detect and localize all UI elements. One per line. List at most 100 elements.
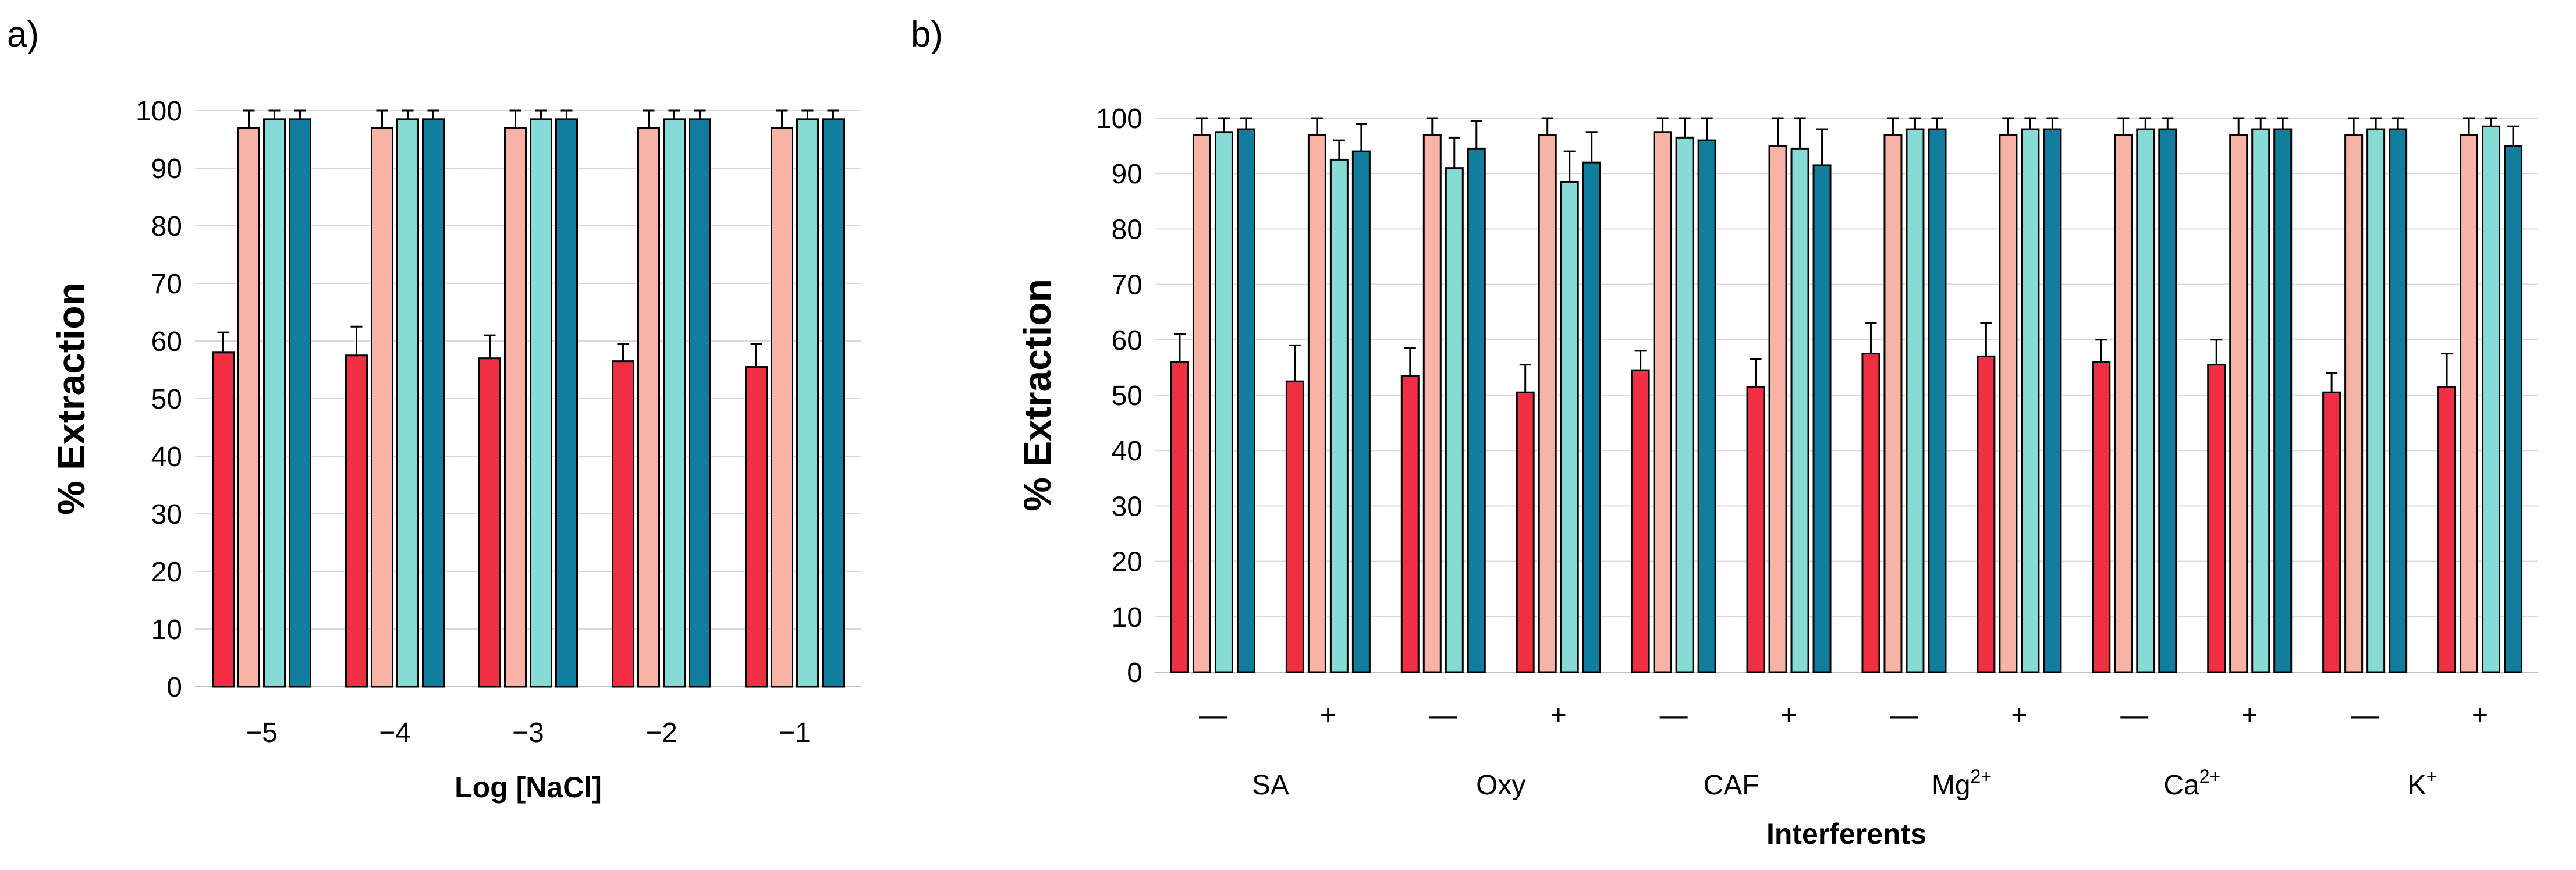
bar (771, 127, 793, 688)
bar (1307, 134, 1326, 673)
x-axis-title: Interferents (1766, 818, 1926, 850)
bar (2366, 128, 2386, 673)
x-axis-title: Log [NaCl] (455, 771, 602, 804)
x-tick-label: −5 (246, 718, 278, 748)
y-tick-label: 60 (1112, 325, 1142, 356)
bar (796, 118, 819, 688)
y-tick-label: 10 (151, 615, 182, 645)
bar (1400, 375, 1420, 673)
bar (2322, 391, 2341, 673)
bar (1675, 136, 1694, 673)
y-tick-label: 0 (1127, 658, 1142, 688)
bar (2437, 386, 2457, 673)
bar (2043, 128, 2062, 673)
bar (530, 118, 552, 688)
bar (637, 127, 660, 688)
bar (422, 118, 445, 688)
bar (2021, 128, 2040, 673)
y-tick-label: 90 (151, 154, 182, 184)
bar (237, 127, 260, 688)
bar (371, 127, 393, 688)
group-label: CAF (1704, 770, 1759, 801)
bar (1538, 134, 1557, 673)
group-label: K+ (2408, 766, 2437, 801)
x-tick-label: — (2120, 700, 2148, 731)
bar (1697, 139, 1716, 673)
x-tick-label: −2 (645, 718, 677, 748)
bar (2482, 125, 2501, 673)
bar (1236, 128, 1255, 673)
bar (2460, 134, 2479, 673)
bar (1861, 353, 1880, 673)
y-tick-label: 90 (1112, 159, 1142, 190)
y-axis-title: % Extraction (49, 282, 93, 515)
y-axis-title: % Extraction (1016, 279, 1059, 512)
y-tick-label: 50 (1112, 381, 1142, 411)
x-tick-label: — (2351, 700, 2379, 731)
y-tick-label: 10 (1112, 602, 1142, 633)
panel-label-a: a) (7, 15, 39, 55)
group-label: Oxy (1476, 770, 1525, 801)
panel-label-b: b) (911, 15, 943, 55)
bar (2136, 128, 2155, 673)
bar (478, 357, 501, 688)
group-label-superscript: 2+ (1971, 766, 1992, 787)
bar (612, 360, 634, 688)
bar (1768, 145, 1787, 673)
bar (1928, 128, 1947, 673)
bar (822, 118, 845, 688)
bar (1582, 161, 1601, 673)
bar (1812, 164, 1832, 673)
bar (1351, 150, 1371, 673)
y-tick-label: 80 (151, 211, 182, 242)
bar (2229, 134, 2248, 673)
y-tick-label: 40 (1112, 436, 1142, 467)
x-tick-label: −3 (512, 718, 544, 748)
x-tick-label: + (2472, 700, 2488, 731)
bar (1422, 134, 1442, 673)
bar (689, 118, 711, 688)
y-tick-label: 80 (1112, 214, 1142, 245)
group-label-base: Oxy (1476, 770, 1525, 801)
bar (212, 351, 235, 688)
bar (396, 118, 419, 688)
x-tick-label: −4 (379, 718, 411, 748)
bar (1790, 147, 1809, 673)
bar (1467, 147, 1486, 673)
x-tick-label: — (1199, 700, 1227, 731)
bar (289, 118, 311, 688)
y-tick-label: 60 (151, 326, 182, 357)
x-tick-label: — (1890, 700, 1918, 731)
bar (2504, 145, 2523, 673)
bar (2344, 134, 2364, 673)
group-label-base: K (2408, 770, 2426, 801)
bar (1977, 355, 1996, 673)
chart-a: 0 10 20 30 40 50 60 70 80 90 100 −5 −4 −3 −2 −1 Log [NaC… (49, 96, 861, 804)
y-tick-label: 70 (151, 269, 182, 300)
bar (2158, 128, 2177, 673)
y-tick-label: 100 (1096, 104, 1142, 134)
group-label-superscript: 2+ (2199, 766, 2220, 787)
y-tick-label: 100 (136, 96, 182, 127)
bar (555, 118, 578, 688)
x-tick-label: + (1550, 700, 1567, 731)
group-label-base: Ca (2163, 770, 2199, 801)
group-label-base: Mg (1932, 770, 1971, 801)
group-label-base: SA (1252, 770, 1289, 801)
y-tick-label: 20 (1112, 547, 1142, 578)
bar (1999, 134, 2018, 673)
bar (1883, 134, 1903, 673)
group-label-superscript: + (2426, 766, 2437, 787)
bar (345, 354, 368, 688)
y-tick-label: 20 (151, 557, 182, 588)
bar (2207, 364, 2226, 673)
x-tick-label: + (2011, 700, 2027, 731)
x-tick-label: + (2241, 700, 2258, 731)
bar (1329, 158, 1349, 673)
group-label: Mg2+ (1932, 766, 1992, 801)
x-tick-label: — (1429, 700, 1457, 731)
bar (2251, 128, 2270, 673)
bar (1445, 167, 1464, 673)
bar (2389, 128, 2408, 673)
